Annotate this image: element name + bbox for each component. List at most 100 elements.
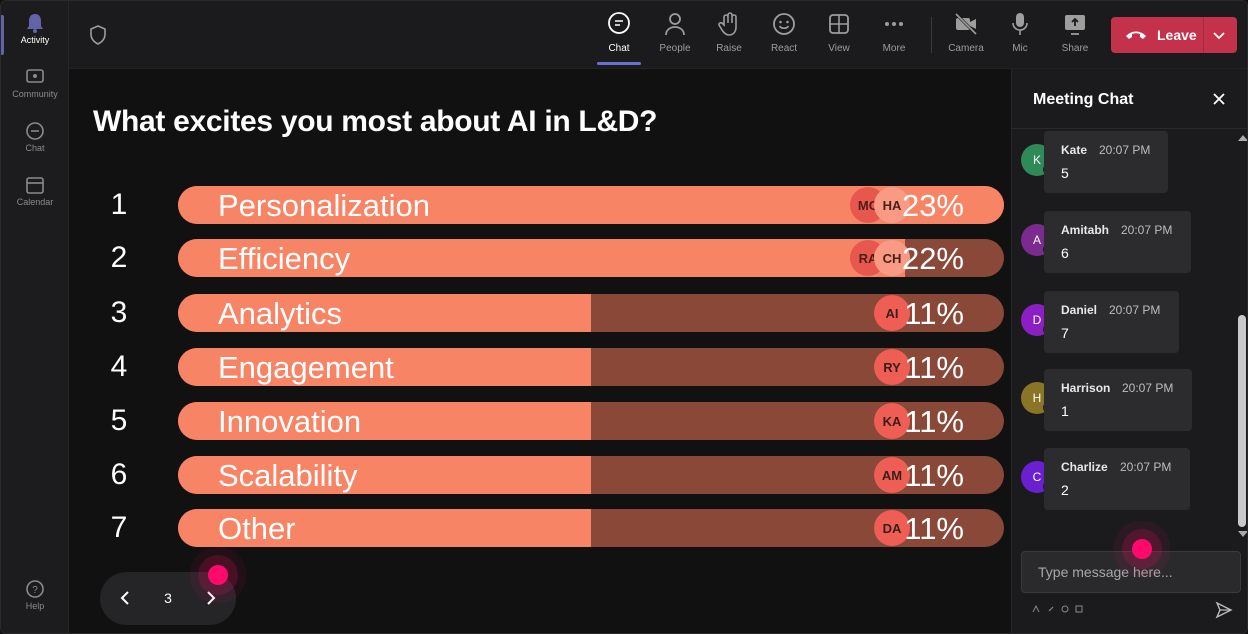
camera-button[interactable]: Camera [938,11,994,54]
more-button[interactable]: More [866,11,922,54]
sender-name: Harrison [1061,381,1111,395]
option-label: Analytics [218,296,343,331]
scroll-up-arrow[interactable] [1238,135,1247,141]
voter-initials: HA [882,197,902,213]
meeting-toolbar: Chat People Raise React View More Camera [69,1,1247,69]
message-time: 20:07 PM [1120,460,1172,474]
attach-icon[interactable] [1047,605,1055,613]
community-icon [26,69,44,83]
option-percent: 11% [904,350,964,385]
rail-label: Help [25,601,45,611]
message-text: 1 [1061,403,1069,419]
chevron-left-icon[interactable] [116,588,136,608]
scroll-down-arrow[interactable] [1238,531,1247,537]
chat-message-input[interactable] [1022,552,1240,592]
option-rank: 2 [110,241,128,274]
gif-icon[interactable] [1075,605,1083,613]
poll-option-row: 3 Analytics AI 11% [69,294,1011,332]
avatar-initial: K [1032,153,1041,167]
react-button[interactable]: React [756,11,812,54]
option-percent: 23% [901,188,964,223]
voter-initials: RY [883,359,901,375]
option-bar-fill [178,348,591,386]
option-bar: Engagement RY 11% [178,348,1004,386]
option-bar: Personalization MC HA 23% [178,186,1004,224]
poll-stage: What excites you most about AI in L&D? 1… [69,69,1011,633]
rail-item-calendar[interactable]: Calendar [1,175,69,207]
mic-icon [1012,13,1028,35]
active-tab-indicator [597,62,641,65]
option-rank: 5 [110,404,128,437]
chevron-down-icon[interactable] [1211,27,1227,43]
close-icon[interactable] [1211,91,1227,107]
leave-button-label: Leave [1157,27,1197,43]
chat-icon [608,12,630,34]
rail-item-activity[interactable]: Activity [1,13,69,55]
people-icon [665,13,685,36]
react-button-label: React [770,43,798,54]
format-icon[interactable] [1032,605,1040,613]
share-button-label: Share [1061,43,1089,54]
rail-label: Community [12,89,58,99]
voter-initials: KA [882,413,902,429]
pointer-highlight [208,565,228,585]
option-percent: 11% [904,511,964,546]
bell-icon [27,14,43,33]
view-button[interactable]: View [811,11,867,54]
rail-item-community[interactable]: Community [1,67,69,99]
emoji-icon[interactable] [1061,605,1069,613]
leave-button[interactable]: Leave [1111,17,1237,53]
message-bubble: Amitabh 20:07 PM 6 [1044,211,1191,273]
option-bar-fill [178,456,591,494]
voter-initials: CH [882,250,902,266]
chat-button[interactable]: Chat [591,11,647,65]
message-text: 6 [1061,245,1069,261]
more-dots-icon [885,22,903,26]
toolbar-divider [931,17,932,53]
option-bar-fill [178,509,591,547]
voter-initials: AM [881,467,903,483]
message-bubble: Harrison 20:07 PM 1 [1044,369,1192,431]
meeting-chat-panel: Meeting Chat K Kate 20:07 PM 5 A Amitabh 20:07… [1011,69,1247,633]
send-icon[interactable] [1215,601,1233,619]
message-time: 20:07 PM [1122,381,1174,395]
option-bar-fill [178,239,905,277]
voter-initials: RA [858,250,878,266]
chat-scrollbar[interactable] [1234,129,1247,543]
option-bar: Efficiency RA CH 22% [178,239,1004,277]
sender-name: Kate [1061,143,1088,157]
message-bubble: Kate 20:07 PM 5 [1044,131,1168,193]
option-rank: 3 [110,296,128,329]
view-button-label: View [828,43,850,54]
smile-icon [773,13,795,35]
phone-hangup-icon [1126,31,1146,39]
share-screen-icon [1065,15,1085,35]
pointer-highlight [1132,539,1152,559]
option-label: Scalability [218,458,358,493]
voter-initials: AI [885,305,899,321]
option-bar: Other DA 11% [178,509,1004,547]
help-icon: ? [26,580,44,598]
chevron-right-icon[interactable] [200,588,220,608]
rail-item-help[interactable]: ? Help [1,579,69,611]
share-button[interactable]: Share [1047,11,1103,54]
voter-initials: DA [882,520,902,536]
shield-icon[interactable] [89,25,107,45]
rail-item-chat[interactable]: Chat [1,121,69,153]
option-bar: Analytics AI 11% [178,294,1004,332]
option-label: Personalization [218,188,430,223]
raise-button-label: Raise [716,43,742,54]
rail-label: Chat [25,143,45,153]
people-button[interactable]: People [647,11,703,54]
poll-option-row: 5 Innovation KA 11% [69,402,1011,440]
poll-option-row: 7 Other DA 11% [69,509,1011,547]
message-bubble: Charlize 20:07 PM 2 [1044,448,1190,510]
option-label: Innovation [218,404,362,439]
camera-button-label: Camera [948,43,984,54]
raise-hand-button[interactable]: Raise [701,11,757,54]
scroll-thumb[interactable] [1238,315,1246,527]
voter-avatar: HA [874,187,910,223]
mic-button[interactable]: Mic [992,11,1048,54]
voter-avatar: KA [874,403,910,439]
